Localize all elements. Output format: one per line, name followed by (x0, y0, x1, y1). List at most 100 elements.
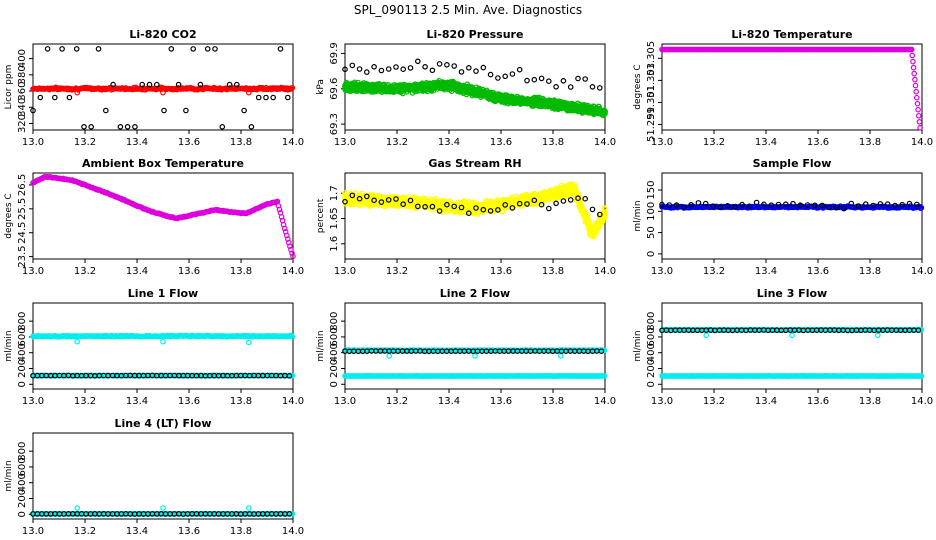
data-point (160, 338, 166, 345)
data-point (204, 46, 211, 52)
x-tick-label: 13.0 (22, 396, 44, 407)
data-point (912, 82, 919, 89)
x-tick-label: 14.0 (911, 137, 933, 148)
data-point (30, 107, 36, 114)
data-point (246, 89, 252, 96)
data-point (414, 58, 421, 65)
x-tick-label: 13.0 (22, 137, 44, 148)
data-point (226, 81, 233, 88)
data-point (913, 88, 920, 95)
y-axis-label: ml/min (633, 200, 643, 231)
series-temperature (659, 46, 923, 131)
data-point (436, 61, 443, 67)
data-point (277, 46, 284, 52)
y-tick-label: 320 (17, 114, 28, 133)
data-point (524, 77, 530, 84)
data-point (385, 66, 392, 72)
series-black (30, 46, 291, 130)
data-point (161, 107, 167, 114)
data-point (400, 66, 407, 73)
data-point (241, 107, 247, 114)
x-tick-label: 13.4 (438, 137, 460, 148)
x-tick-label: 13.2 (74, 396, 96, 407)
data-point (407, 65, 414, 71)
series-cyan (30, 332, 296, 346)
y-tick-label: 360 (17, 82, 28, 101)
y-axis-label: kPa (316, 79, 326, 95)
x-tick-label: 13.6 (178, 396, 200, 407)
data-point (487, 71, 494, 78)
x-tick-label: 13.2 (703, 266, 725, 277)
data-point (154, 81, 160, 88)
data-point (458, 69, 465, 75)
x-tick-label: 13.6 (178, 137, 200, 148)
series-temperature (30, 173, 296, 260)
y-tick-label: 69.3 (329, 113, 340, 135)
plot-title: Li-820 Temperature (731, 28, 852, 41)
data-point (473, 68, 479, 74)
data-point (912, 76, 918, 83)
data-point (909, 52, 916, 59)
x-tick-label: 13.8 (230, 137, 252, 148)
x-tick-label: 13.0 (651, 266, 673, 277)
data-point (575, 75, 581, 82)
y-tick-label: 340 (17, 98, 28, 117)
data-point (465, 65, 472, 71)
y-tick-label: 26.5 (17, 174, 28, 196)
x-tick-label: 14.0 (282, 396, 304, 407)
y-tick-label: 1.7 (329, 185, 340, 201)
x-tick-label: 13.0 (334, 137, 356, 148)
y-axis-label: ml/min (4, 330, 14, 361)
x-tick-label: 13.2 (703, 137, 725, 148)
x-tick-label: 13.8 (859, 137, 881, 148)
data-point (582, 195, 589, 202)
x-tick-label: 13.4 (126, 137, 148, 148)
x-tick-label: 13.8 (230, 396, 252, 407)
data-point (371, 64, 377, 70)
y-axis-label: Licor ppm (4, 65, 14, 110)
x-tick-label: 13.8 (230, 266, 252, 277)
data-point (103, 107, 109, 114)
x-tick-label: 13.2 (74, 266, 96, 277)
x-tick-label: 13.6 (490, 137, 512, 148)
x-tick-label: 13.0 (334, 266, 356, 277)
data-point (183, 107, 189, 114)
data-point (37, 94, 44, 101)
data-point (913, 94, 920, 101)
data-point (910, 64, 917, 71)
data-point (589, 206, 596, 213)
data-point (911, 70, 918, 77)
data-point (516, 66, 523, 73)
data-point (219, 124, 226, 130)
data-point (596, 85, 603, 91)
data-point (175, 81, 182, 88)
x-tick-label: 13.2 (386, 266, 408, 277)
data-point (270, 94, 277, 101)
y-tick-label: 0 (17, 381, 28, 387)
y-axis-label: percent (316, 198, 326, 233)
data-point (168, 46, 175, 52)
data-point (502, 73, 509, 80)
data-point (480, 64, 487, 71)
y-tick-label: 150 (646, 180, 657, 199)
data-point (567, 197, 574, 203)
x-tick-label: 13.6 (807, 266, 829, 277)
data-point (589, 84, 596, 90)
x-tick-label: 14.0 (282, 266, 304, 277)
series-pressure (342, 77, 608, 119)
x-tick-label: 13.4 (126, 266, 148, 277)
data-point (160, 89, 166, 96)
data-point (234, 81, 240, 88)
data-point (422, 64, 428, 70)
data-point (553, 84, 559, 90)
y-axis-label: degrees C (4, 193, 14, 238)
data-point (73, 46, 80, 52)
data-point (567, 84, 574, 90)
y-tick-label: 380 (17, 65, 28, 84)
data-point (914, 100, 921, 107)
